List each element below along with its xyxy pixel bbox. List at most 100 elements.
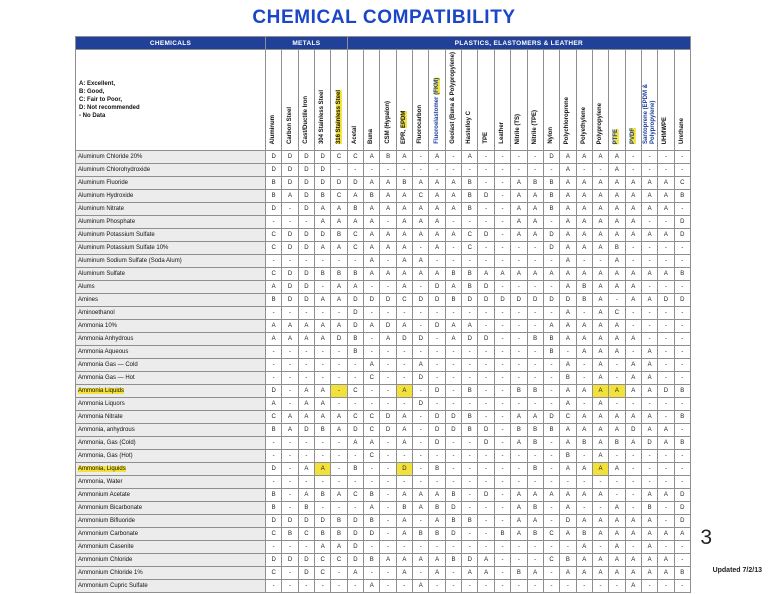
compat-cell: -: [640, 579, 659, 593]
table-row: Ammonium Carbonate C B C B B D D - A B B D - - B A B C A B A A…: [75, 527, 692, 541]
updated-date: Updated 7/2/13: [712, 567, 762, 574]
compat-cell: A: [363, 579, 381, 593]
compat-cell: A: [640, 553, 659, 567]
table-row: Ammonia, Gas (Hot) - - - - - - C - - - - - - - - - - - B - A -…: [75, 449, 692, 463]
compat-cell: A: [575, 202, 593, 216]
compat-cell: -: [461, 449, 479, 463]
compat-cell: -: [657, 514, 675, 528]
compat-cell: A: [608, 267, 626, 281]
compat-cell: -: [493, 579, 512, 593]
compat-cell: -: [477, 319, 495, 333]
compat-cell: C: [330, 189, 348, 203]
compat-cell: -: [264, 358, 283, 372]
compat-cell: -: [363, 345, 381, 359]
compat-cell: -: [461, 527, 479, 541]
compat-cell: A: [591, 358, 610, 372]
compat-cell: A: [428, 514, 446, 528]
compat-cell: -: [314, 449, 332, 463]
compat-cell: -: [657, 345, 675, 359]
compat-cell: B: [608, 436, 626, 450]
compat-cell: D: [624, 423, 642, 437]
table-row: Aluminum Potassium Sulfate 10% C D D A A C A A A -…: [75, 241, 692, 255]
compat-cell: A: [395, 267, 414, 281]
compat-cell: B: [346, 462, 365, 476]
compat-cell: -: [264, 449, 283, 463]
column-label: Fluorocarbon: [417, 105, 424, 144]
compat-cell: D: [346, 306, 365, 320]
compat-cell: A: [640, 566, 659, 580]
compat-cell: D: [363, 527, 381, 541]
compat-cell: -: [379, 475, 397, 489]
compat-cell: -: [297, 345, 316, 359]
compat-cell: A: [461, 566, 479, 580]
column-header-buna: Buna: [363, 49, 381, 151]
compat-cell: -: [281, 449, 299, 463]
compat-cell: -: [330, 436, 348, 450]
compat-cell: -: [412, 150, 430, 164]
compat-cell: A: [330, 423, 348, 437]
column-label: Nitrile (TS): [515, 113, 522, 144]
compat-cell: A: [591, 293, 610, 307]
compat-cell: A: [379, 228, 397, 242]
compat-cell: D: [346, 540, 365, 554]
compat-cell: -: [493, 384, 512, 398]
compat-cell: -: [526, 358, 544, 372]
compat-cell: B: [363, 514, 381, 528]
compat-cell: D: [412, 371, 430, 385]
compat-cell: A: [657, 267, 675, 281]
compat-cell: A: [542, 319, 561, 333]
compat-cell: -: [526, 241, 544, 255]
compat-cell: -: [575, 449, 593, 463]
compat-cell: A: [640, 293, 659, 307]
compat-cell: -: [510, 579, 528, 593]
compat-cell: B: [330, 527, 348, 541]
compat-cell: D: [297, 553, 316, 567]
compat-cell: A: [608, 228, 626, 242]
column-header-aluminum: Aluminum: [264, 49, 283, 151]
compat-cell: D: [297, 189, 316, 203]
compat-cell: B: [461, 280, 479, 294]
compat-cell: A: [575, 267, 593, 281]
compat-cell: -: [575, 579, 593, 593]
compat-cell: -: [461, 371, 479, 385]
compat-cell: B: [673, 267, 692, 281]
compat-cell: A: [640, 371, 659, 385]
compat-cell: -: [264, 475, 283, 489]
compat-cell: -: [461, 358, 479, 372]
compat-cell: A: [314, 410, 332, 424]
column-label: Acetal: [351, 125, 358, 144]
compat-cell: D: [314, 228, 332, 242]
compat-cell: -: [640, 215, 659, 229]
compat-cell: -: [281, 397, 299, 411]
compat-cell: -: [297, 371, 316, 385]
compat-cell: A: [559, 358, 577, 372]
compat-cell: -: [493, 449, 512, 463]
compat-cell: D: [330, 332, 348, 346]
compat-cell: D: [264, 462, 283, 476]
compat-cell: -: [444, 449, 463, 463]
compat-cell: -: [542, 358, 561, 372]
compat-cell: -: [297, 436, 316, 450]
group-header-metals: METALS: [265, 36, 348, 50]
compat-cell: A: [444, 202, 463, 216]
compat-cell: A: [297, 397, 316, 411]
compat-cell: -: [493, 462, 512, 476]
compat-cell: -: [379, 345, 397, 359]
table-row: Ammonium Casenite - - - A A D - - - - - - - - - - - - - A - A -…: [75, 540, 692, 554]
compat-cell: A: [395, 384, 414, 398]
compat-cell: B: [461, 423, 479, 437]
compat-cell: -: [526, 163, 544, 177]
compat-cell: -: [510, 397, 528, 411]
compat-cell: A: [379, 176, 397, 190]
compat-cell: A: [346, 189, 365, 203]
compat-cell: -: [281, 462, 299, 476]
compat-cell: -: [493, 163, 512, 177]
table-row: Ammonia Nitrate C A A A A C C D A - D D B - - A A D C A A A A A -…: [75, 410, 692, 424]
compat-cell: D: [395, 462, 414, 476]
compat-cell: -: [542, 384, 561, 398]
column-header-polypropylene: Polypropylene: [591, 49, 610, 151]
compat-cell: A: [526, 488, 544, 502]
compat-cell: -: [493, 514, 512, 528]
compat-cell: -: [379, 163, 397, 177]
compat-cell: -: [363, 384, 381, 398]
